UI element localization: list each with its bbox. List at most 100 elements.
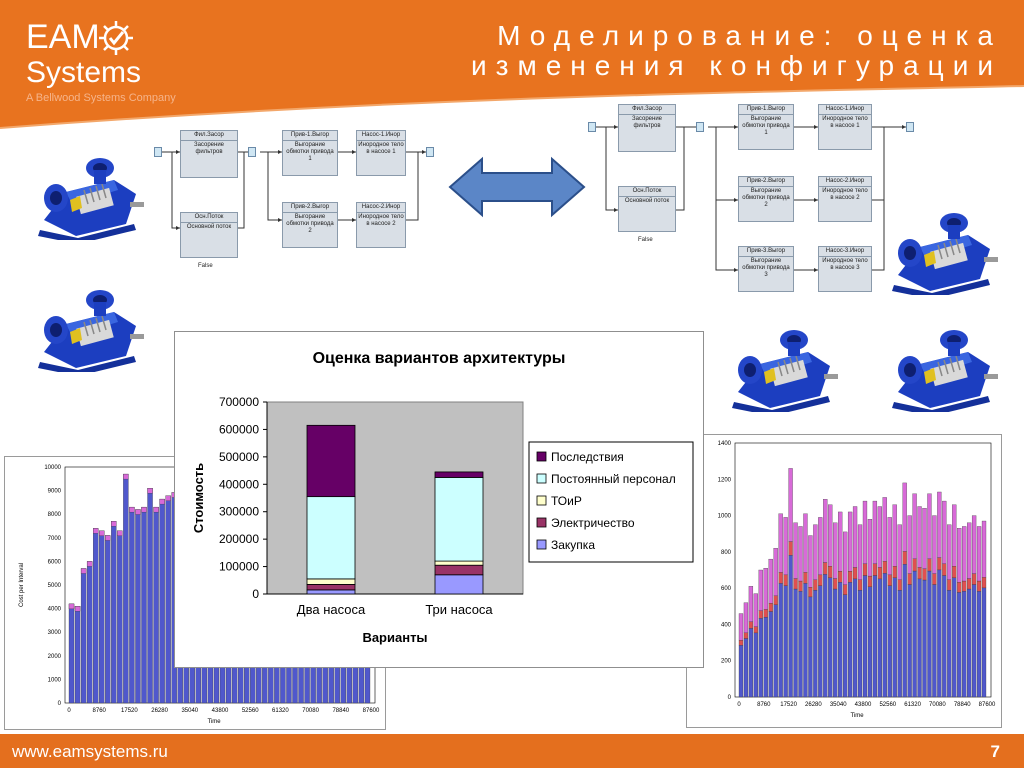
legend-label: Постоянный персонал	[551, 472, 676, 486]
histogram-bar	[976, 591, 982, 698]
block-header: Прив-1.Выгор	[739, 105, 793, 115]
histogram-bar-segment	[813, 579, 818, 591]
y-tick-label: 5000	[48, 583, 62, 589]
architecture-options-chart: Оценка вариантов архитектуры 0 100000 20000…	[174, 331, 704, 668]
y-tick-label: 10000	[44, 465, 61, 471]
histogram-bar-segment	[932, 573, 937, 585]
logo-word-systems: Systems	[26, 56, 142, 89]
histogram-bar-segment	[976, 580, 982, 592]
histogram-bar-cap	[135, 509, 141, 515]
histogram-bar	[129, 506, 135, 704]
histogram-bar	[902, 564, 907, 698]
histogram-bar-cap	[129, 506, 135, 513]
histogram-bar	[927, 570, 932, 698]
y-tick-label: 100000	[219, 560, 259, 574]
block-body: Инородное тело в насосе 1	[822, 116, 868, 129]
histogram-bar-segment	[957, 528, 962, 583]
y-tick-label: 200	[721, 659, 732, 665]
histogram-bar-segment	[823, 562, 828, 575]
histogram-bar	[159, 498, 165, 704]
histogram-bar	[922, 579, 927, 698]
histogram-bar-segment	[768, 558, 773, 604]
histogram-bar-segment	[753, 593, 758, 627]
y-tick-label: 500000	[219, 450, 259, 464]
logo-word-eam: EAM	[26, 18, 100, 56]
histogram-bar	[813, 589, 818, 698]
histogram-bar-segment	[922, 568, 927, 581]
histogram-bar	[882, 573, 887, 698]
block-header: Насос-2.Инор	[357, 203, 405, 213]
histogram-bar	[99, 530, 105, 704]
x-tick-label: 70080	[929, 702, 946, 708]
histogram-bar	[793, 588, 798, 698]
histogram-bar-segment	[748, 621, 754, 629]
histogram-bar-segment	[798, 580, 803, 592]
histogram-bar-segment	[947, 579, 952, 591]
y-tick-label: 3000	[48, 630, 62, 636]
rbd-block: Прив-1.Выгор Выгорание обмотки привода 1	[738, 104, 794, 150]
bar-segment	[306, 578, 356, 585]
block-header: Прив-2.Выгор	[739, 177, 793, 187]
rbd-block: Насос-2.Инор Инородное тело в насосе 2	[356, 202, 406, 248]
block-body: Выгорание обмотки привода 1	[742, 116, 790, 136]
block-body: Инородное тело в насосе 3	[822, 258, 868, 271]
block-header: Насос-1.Инор	[357, 131, 405, 141]
histogram-bar-segment	[793, 522, 798, 579]
rbd-block: Прив-3.Выгор Выгорание обмотки привода 3	[738, 246, 794, 292]
block-body: Основной поток	[186, 224, 232, 230]
x-tick-label: 78840	[332, 708, 349, 714]
x-tick-label: 43800	[212, 708, 229, 714]
rbd-diagram-three-pumps: Фил.Засор Засорение фильтров Прив-1.Выго…	[584, 100, 924, 300]
histogram-bar	[887, 585, 892, 698]
x-tick-label: 87600	[363, 708, 380, 714]
histogram-bar	[937, 569, 942, 698]
header-background	[0, 0, 1024, 129]
histogram-bar	[838, 582, 843, 698]
slide-title-line-2: изменения конфигурации	[470, 50, 1002, 81]
rbd-block: Насос-1.Инор Инородное тело в насосе 1	[356, 130, 406, 176]
y-tick-label: 300000	[219, 505, 259, 519]
footer-website-link[interactable]: www.eamsystems.ru	[12, 742, 168, 761]
histogram-bar-segment	[788, 468, 793, 542]
histogram-bar	[111, 521, 117, 704]
histogram-bar-cap	[165, 495, 171, 501]
histogram-bar-segment	[828, 566, 833, 578]
x-tick-label: 26280	[805, 702, 822, 708]
histogram-bar-segment	[803, 513, 808, 573]
histogram-bar	[147, 488, 153, 704]
rbd-block: Прив-1.Выгор Выгорание обмотки привода 1	[282, 130, 338, 176]
block-body: Выгорание обмотки привода 2	[286, 214, 334, 234]
histogram-bar-segment	[947, 524, 952, 580]
histogram-bar-segment	[907, 573, 912, 585]
block-body: Выгорание обмотки привода 2	[742, 188, 790, 208]
histogram-bar	[768, 611, 773, 698]
x-tick-label: 70080	[302, 708, 319, 714]
histogram-bar-segment	[976, 526, 982, 582]
x-tick-label: 78840	[954, 702, 971, 708]
histogram-bar-segment	[927, 558, 932, 572]
histogram-bar	[783, 585, 788, 698]
histogram-bar-segment	[828, 504, 833, 567]
histogram-bar	[833, 588, 838, 698]
histogram-bar	[748, 628, 754, 698]
histogram-bar-segment	[793, 578, 798, 590]
histogram-bar	[778, 583, 783, 698]
x-tick-label: 43800	[855, 702, 872, 708]
histogram-bar-segment	[882, 561, 887, 574]
histogram-bar-segment	[743, 632, 749, 639]
histogram-bar-segment	[962, 580, 967, 592]
y-tick-label: 600	[721, 586, 732, 592]
double-arrow-icon	[448, 156, 586, 218]
histogram-bar-segment	[778, 572, 783, 584]
pump-illustration-right-middle	[720, 322, 840, 412]
histogram-bar-cap	[99, 530, 105, 536]
histogram-bar	[872, 575, 878, 698]
rbd-block: Фил.Засор Засорение фильтров	[618, 104, 676, 152]
histogram-bar-segment	[942, 500, 947, 564]
histogram-bar-segment	[957, 582, 962, 593]
y-tick-label: 400000	[219, 477, 259, 491]
y-tick-label: 0	[252, 587, 259, 601]
histogram-bar-segment	[867, 519, 873, 577]
histogram-bar	[738, 645, 744, 698]
rbd-block: Насос-1.Инор Инородное тело в насосе 1	[818, 104, 872, 150]
